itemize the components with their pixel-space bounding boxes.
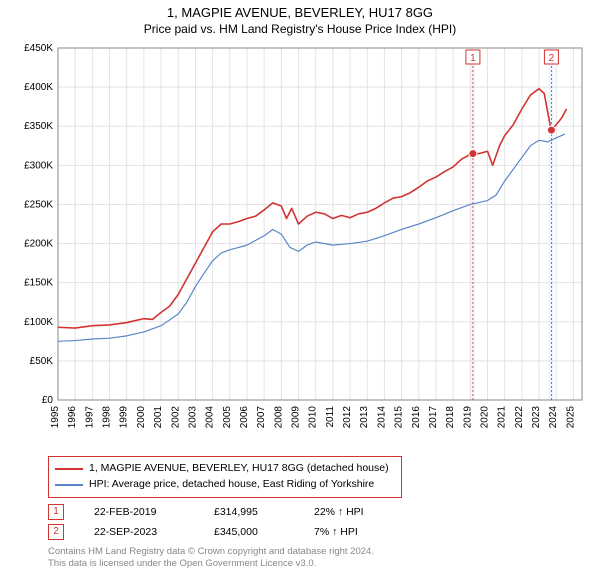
- svg-text:1997: 1997: [84, 406, 95, 429]
- svg-text:2000: 2000: [136, 406, 147, 429]
- svg-text:2021: 2021: [497, 406, 508, 429]
- event-date: 22-FEB-2019: [94, 506, 184, 518]
- svg-text:2: 2: [549, 53, 555, 64]
- legend-label: 1, MAGPIE AVENUE, BEVERLEY, HU17 8GG (de…: [89, 461, 389, 477]
- svg-text:2004: 2004: [205, 406, 216, 429]
- svg-text:£400K: £400K: [24, 82, 53, 93]
- svg-text:2012: 2012: [342, 406, 353, 429]
- svg-text:2023: 2023: [531, 406, 542, 429]
- svg-text:1998: 1998: [102, 406, 113, 429]
- svg-text:£100K: £100K: [24, 317, 53, 328]
- event-delta: 22% ↑ HPI: [314, 506, 364, 518]
- chart-svg: 1 2 £0 £50K £100K £150K £200K £250K £300K £350K £4…: [10, 40, 590, 450]
- svg-text:2007: 2007: [256, 406, 267, 429]
- svg-text:2002: 2002: [170, 406, 181, 429]
- page-title: 1, MAGPIE AVENUE, BEVERLEY, HU17 8GG: [0, 0, 600, 20]
- svg-text:£0: £0: [42, 395, 54, 406]
- svg-text:1999: 1999: [119, 406, 130, 429]
- svg-text:2016: 2016: [411, 406, 422, 429]
- svg-text:2017: 2017: [428, 406, 439, 429]
- svg-text:2015: 2015: [394, 406, 405, 429]
- page-subtitle: Price paid vs. HM Land Registry's House …: [0, 20, 600, 40]
- svg-text:£350K: £350K: [24, 121, 53, 132]
- legend-item: HPI: Average price, detached house, East…: [55, 477, 395, 493]
- svg-text:2013: 2013: [359, 406, 370, 429]
- svg-text:2010: 2010: [308, 406, 319, 429]
- svg-text:2006: 2006: [239, 406, 250, 429]
- svg-text:2025: 2025: [565, 406, 576, 429]
- svg-text:2018: 2018: [445, 406, 456, 429]
- svg-text:£200K: £200K: [24, 239, 53, 250]
- svg-text:£450K: £450K: [24, 43, 53, 54]
- svg-text:2001: 2001: [153, 406, 164, 429]
- svg-text:2005: 2005: [222, 406, 233, 429]
- event-delta: 7% ↑ HPI: [314, 526, 358, 538]
- svg-text:2019: 2019: [462, 406, 473, 429]
- svg-text:2014: 2014: [376, 406, 387, 429]
- svg-text:£50K: £50K: [30, 356, 54, 367]
- svg-text:1: 1: [470, 53, 476, 64]
- svg-text:2011: 2011: [325, 406, 336, 428]
- legend: 1, MAGPIE AVENUE, BEVERLEY, HU17 8GG (de…: [48, 456, 402, 498]
- svg-text:1995: 1995: [50, 406, 61, 429]
- svg-text:£150K: £150K: [24, 278, 53, 289]
- svg-text:£250K: £250K: [24, 199, 53, 210]
- event-row: 2 22-SEP-2023 £345,000 7% ↑ HPI: [48, 522, 580, 542]
- svg-text:2020: 2020: [480, 406, 491, 429]
- events-table: 1 22-FEB-2019 £314,995 22% ↑ HPI 2 22-SEP-202…: [48, 502, 580, 542]
- svg-text:2009: 2009: [291, 406, 302, 429]
- event-row: 1 22-FEB-2019 £314,995 22% ↑ HPI: [48, 502, 580, 522]
- footer-attribution: Contains HM Land Registry data © Crown c…: [48, 546, 580, 570]
- event-date: 22-SEP-2023: [94, 526, 184, 538]
- svg-text:2003: 2003: [187, 406, 198, 429]
- event-badge: 1: [48, 504, 64, 520]
- svg-text:2008: 2008: [273, 406, 284, 429]
- svg-text:2022: 2022: [514, 406, 525, 429]
- legend-label: HPI: Average price, detached house, East…: [89, 477, 374, 493]
- svg-text:1996: 1996: [67, 406, 78, 429]
- event-badge: 2: [48, 524, 64, 540]
- legend-item: 1, MAGPIE AVENUE, BEVERLEY, HU17 8GG (de…: [55, 461, 395, 477]
- legend-swatch: [55, 468, 83, 470]
- svg-text:2024: 2024: [548, 406, 559, 429]
- svg-text:£300K: £300K: [24, 160, 53, 171]
- legend-swatch: [55, 484, 83, 486]
- price-chart: 1 2 £0 £50K £100K £150K £200K £250K £300K £350K £4…: [10, 40, 590, 450]
- event-price: £345,000: [214, 526, 284, 538]
- footer-line: Contains HM Land Registry data © Crown c…: [48, 546, 580, 558]
- event-price: £314,995: [214, 506, 284, 518]
